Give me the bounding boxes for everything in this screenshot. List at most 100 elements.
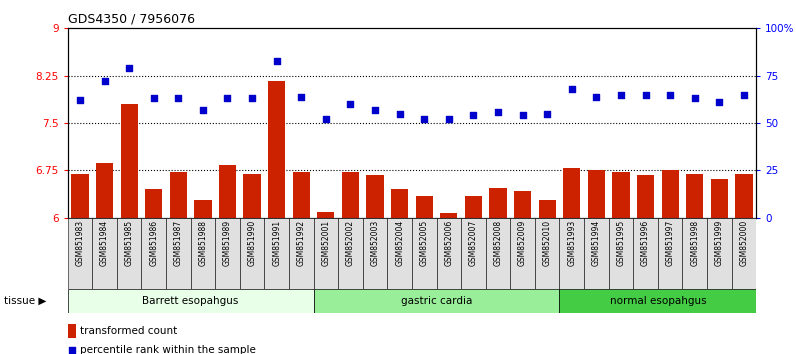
Text: gastric cardia: gastric cardia: [401, 296, 472, 306]
Bar: [686, 173, 704, 218]
Point: [295, 94, 307, 99]
Bar: [366, 176, 384, 218]
Bar: [661, 170, 679, 218]
Text: GSM852006: GSM852006: [444, 220, 453, 266]
Text: tissue ▶: tissue ▶: [4, 296, 46, 306]
Point: [369, 107, 381, 113]
Point: [565, 86, 578, 92]
Bar: [711, 178, 728, 218]
Bar: [244, 173, 261, 218]
Point: [689, 96, 701, 101]
Text: GSM852004: GSM852004: [395, 220, 404, 266]
FancyBboxPatch shape: [289, 218, 314, 289]
Bar: [268, 81, 285, 218]
FancyBboxPatch shape: [535, 218, 560, 289]
FancyBboxPatch shape: [682, 218, 707, 289]
Text: percentile rank within the sample: percentile rank within the sample: [80, 344, 256, 354]
FancyBboxPatch shape: [117, 218, 142, 289]
Text: GSM852007: GSM852007: [469, 220, 478, 266]
FancyBboxPatch shape: [412, 218, 436, 289]
FancyBboxPatch shape: [68, 218, 92, 289]
Text: GSM851995: GSM851995: [616, 220, 626, 266]
Text: normal esopahgus: normal esopahgus: [610, 296, 706, 306]
FancyBboxPatch shape: [510, 218, 535, 289]
Text: transformed count: transformed count: [80, 326, 178, 336]
Point: [664, 92, 677, 97]
Bar: [465, 196, 482, 218]
Point: [713, 99, 726, 105]
Text: GSM852000: GSM852000: [739, 220, 748, 266]
Text: GSM851992: GSM851992: [297, 220, 306, 266]
Bar: [72, 173, 88, 218]
Bar: [612, 172, 630, 218]
Point: [639, 92, 652, 97]
Text: GSM852003: GSM852003: [371, 220, 380, 266]
Point: [147, 96, 160, 101]
Point: [418, 116, 431, 122]
FancyBboxPatch shape: [461, 218, 486, 289]
Text: GSM852005: GSM852005: [419, 220, 429, 266]
Bar: [416, 196, 433, 218]
FancyBboxPatch shape: [142, 218, 166, 289]
Bar: [314, 289, 560, 313]
Bar: [318, 212, 334, 218]
Bar: [490, 188, 506, 218]
FancyBboxPatch shape: [436, 218, 461, 289]
FancyBboxPatch shape: [363, 218, 388, 289]
FancyBboxPatch shape: [215, 218, 240, 289]
Point: [492, 109, 505, 114]
Text: Barrett esopahgus: Barrett esopahgus: [142, 296, 239, 306]
Text: GDS4350 / 7956076: GDS4350 / 7956076: [68, 13, 195, 26]
Bar: [736, 173, 752, 218]
Point: [221, 96, 234, 101]
FancyBboxPatch shape: [388, 218, 412, 289]
FancyBboxPatch shape: [609, 218, 634, 289]
Text: GSM851996: GSM851996: [641, 220, 650, 266]
Point: [590, 94, 603, 99]
Point: [615, 92, 627, 97]
Bar: [341, 172, 359, 218]
Bar: [96, 163, 113, 218]
Text: GSM851999: GSM851999: [715, 220, 724, 266]
Text: GSM851984: GSM851984: [100, 220, 109, 266]
FancyBboxPatch shape: [166, 218, 190, 289]
Text: GSM851991: GSM851991: [272, 220, 281, 266]
Text: GSM851998: GSM851998: [690, 220, 699, 266]
Text: GSM851993: GSM851993: [568, 220, 576, 266]
Point: [738, 92, 751, 97]
Text: GSM851983: GSM851983: [76, 220, 84, 266]
FancyBboxPatch shape: [634, 218, 657, 289]
Point: [393, 111, 406, 116]
Bar: [170, 172, 187, 218]
Bar: [120, 104, 138, 218]
Point: [443, 249, 456, 254]
Bar: [68, 324, 76, 338]
Point: [172, 96, 185, 101]
Bar: [514, 190, 531, 218]
FancyBboxPatch shape: [314, 218, 338, 289]
Text: GSM851989: GSM851989: [223, 220, 232, 266]
Text: GSM851985: GSM851985: [125, 220, 134, 266]
Text: GSM852008: GSM852008: [494, 220, 502, 266]
Bar: [440, 213, 458, 218]
Bar: [219, 165, 236, 218]
Bar: [145, 189, 162, 218]
FancyBboxPatch shape: [486, 218, 510, 289]
Point: [197, 107, 209, 113]
Text: GSM851986: GSM851986: [149, 220, 158, 266]
Bar: [587, 170, 605, 218]
Bar: [539, 200, 556, 218]
Text: GSM851987: GSM851987: [174, 220, 183, 266]
Text: GSM851994: GSM851994: [592, 220, 601, 266]
Point: [98, 79, 111, 84]
Text: GSM852001: GSM852001: [322, 220, 330, 266]
Text: GSM851988: GSM851988: [198, 220, 208, 266]
Point: [246, 96, 259, 101]
Point: [517, 113, 529, 118]
Text: GSM852009: GSM852009: [518, 220, 527, 266]
Point: [467, 113, 480, 118]
Point: [123, 65, 135, 71]
Point: [271, 58, 283, 63]
FancyBboxPatch shape: [657, 218, 682, 289]
FancyBboxPatch shape: [707, 218, 732, 289]
